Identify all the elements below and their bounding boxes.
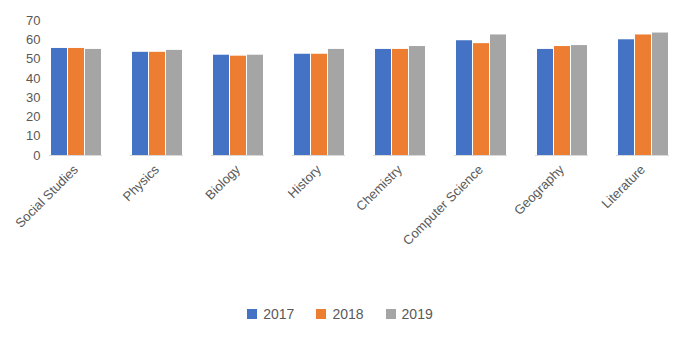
- svg-text:Chemistry: Chemistry: [353, 161, 405, 213]
- svg-text:70: 70: [26, 13, 40, 28]
- svg-text:Biology: Biology: [202, 161, 243, 202]
- svg-text:Physics: Physics: [120, 161, 163, 204]
- svg-text:30: 30: [26, 90, 40, 105]
- svg-text:50: 50: [26, 51, 40, 66]
- svg-text:Literature: Literature: [599, 162, 648, 211]
- svg-text:Social Studies: Social Studies: [12, 161, 81, 230]
- svg-text:60: 60: [26, 32, 40, 47]
- svg-text:20: 20: [26, 109, 40, 124]
- svg-text:10: 10: [26, 128, 40, 143]
- svg-text:History: History: [285, 161, 325, 201]
- html-text:2018: 2018: [332, 306, 364, 322]
- html-text:2017: 2017: [263, 306, 295, 322]
- svg-text:0: 0: [33, 148, 40, 163]
- svg-text:Computer Science: Computer Science: [400, 162, 486, 248]
- svg-text:40: 40: [26, 71, 40, 86]
- svg-text:Geography: Geography: [511, 161, 567, 217]
- html-text:2019: 2019: [401, 306, 433, 322]
